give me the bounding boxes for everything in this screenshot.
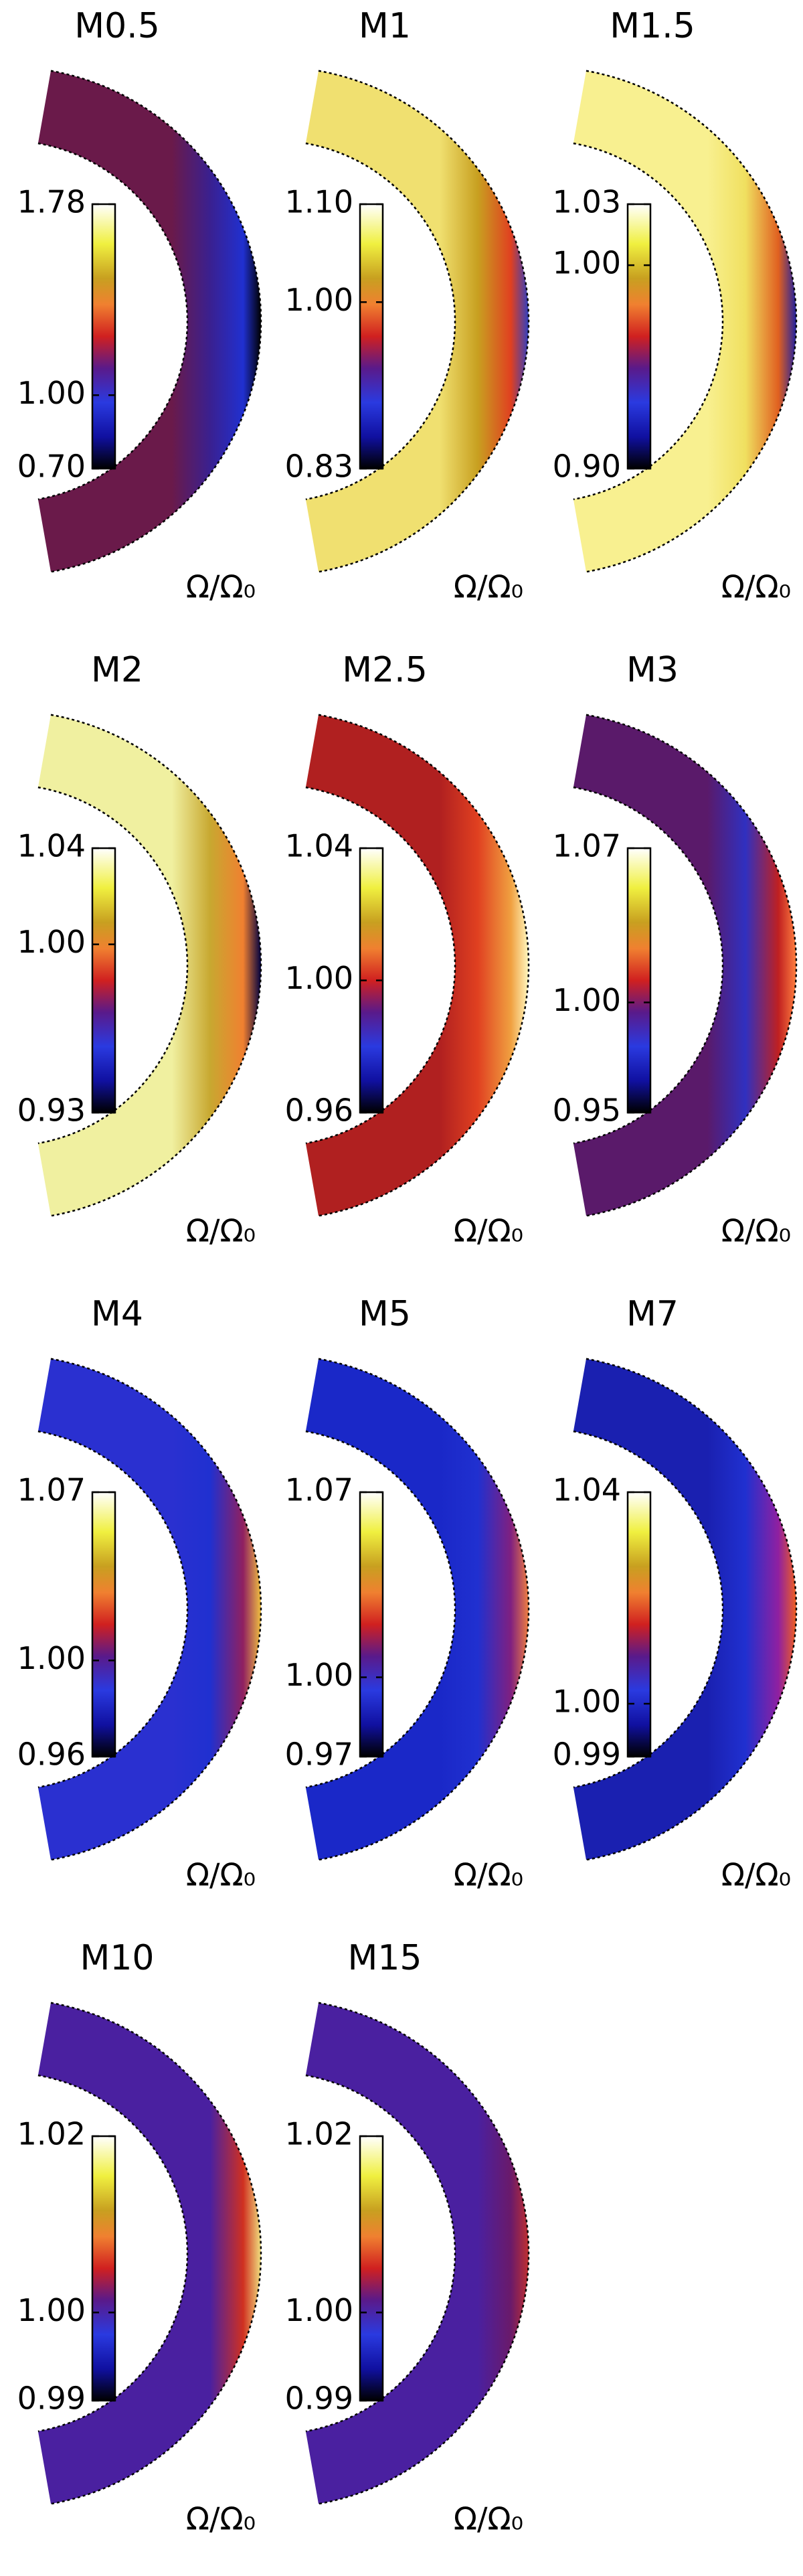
panel-title: M10 (80, 1938, 154, 1978)
inner-boundary (573, 786, 724, 1145)
rotation-field (37, 714, 261, 1216)
colorbar-tick-label: 0.70 (17, 449, 86, 485)
colorbar-label: Ω/Ω₀ (721, 1213, 791, 1249)
colorbar-tick-label: 1.04 (285, 828, 353, 864)
colorbar-label: Ω/Ω₀ (186, 1857, 256, 1893)
rotation-field (37, 70, 262, 572)
colorbar (91, 203, 116, 470)
inner-boundary (37, 142, 189, 501)
rotation-field (305, 1358, 529, 1860)
colorbar-tick-label: 1.00 (285, 1657, 353, 1693)
colorbar-tick-label: 1.00 (17, 924, 86, 960)
inner-boundary (573, 1430, 724, 1789)
colorbar-tick-label: 1.00 (17, 2292, 86, 2328)
colorbar (91, 2135, 116, 2402)
colorbar-label: Ω/Ω₀ (186, 569, 256, 605)
colorbar (626, 1491, 652, 1758)
colorbar-tick-label: 0.96 (285, 1093, 353, 1129)
inner-boundary (305, 2074, 456, 2433)
outer-boundary (586, 1358, 798, 1861)
colorbar-tick-label: 1.00 (553, 245, 621, 281)
rotation-field (573, 70, 797, 572)
inner-boundary (37, 786, 189, 1145)
colorbar-tick-label: 0.99 (553, 1737, 621, 1773)
rotation-field (305, 70, 529, 572)
colorbar-label: Ω/Ω₀ (721, 1857, 791, 1893)
colorbar-tick-label: 0.95 (553, 1093, 621, 1129)
colorbar-tick-label: 1.02 (285, 2116, 353, 2152)
colorbar-tick-label: 1.02 (17, 2116, 86, 2152)
colorbar-label: Ω/Ω₀ (186, 2501, 256, 2537)
inner-boundary (305, 1430, 456, 1789)
rotation-field (37, 2002, 262, 2504)
outer-boundary (318, 714, 530, 1217)
colorbar-tick-label: 0.97 (285, 1737, 353, 1773)
panel-title: M15 (347, 1938, 422, 1978)
panel-title: M1.5 (610, 6, 695, 46)
panel-title: M7 (626, 1294, 679, 1334)
inner-boundary (573, 142, 724, 501)
colorbar-tick-label: 1.00 (17, 375, 86, 411)
panel-title: M1 (359, 6, 411, 46)
outer-boundary (318, 1358, 530, 1861)
inner-boundary (305, 786, 456, 1145)
colorbar (91, 1491, 116, 1758)
outer-boundary (586, 70, 798, 573)
inner-boundary (37, 2074, 189, 2433)
colorbar-tick-label: 0.99 (285, 2381, 353, 2417)
panel-title: M4 (91, 1294, 143, 1334)
colorbar-tick-label: 1.00 (553, 1684, 621, 1720)
colorbar-tick-label: 1.78 (17, 184, 86, 220)
rotation-field (37, 1358, 262, 1860)
colorbar-label: Ω/Ω₀ (454, 2501, 523, 2537)
colorbar-tick-label: 1.00 (285, 960, 353, 996)
panel-title: M2.5 (342, 650, 428, 690)
colorbar (359, 1491, 384, 1758)
colorbar (359, 2135, 384, 2402)
colorbar-tick-label: 0.99 (17, 2381, 86, 2417)
colorbar-tick-label: 1.00 (553, 982, 621, 1018)
inner-boundary (37, 1430, 189, 1789)
outer-boundary (50, 2002, 262, 2505)
panel-title: M3 (626, 650, 679, 690)
colorbar-label: Ω/Ω₀ (186, 1213, 256, 1249)
colorbar-label: Ω/Ω₀ (454, 569, 523, 605)
colorbar (626, 847, 652, 1114)
colorbar-label: Ω/Ω₀ (721, 569, 791, 605)
colorbar-tick-label: 1.10 (285, 184, 353, 220)
colorbar-tick-label: 1.07 (17, 1472, 86, 1508)
rotation-field (573, 714, 797, 1216)
colorbar-tick-label: 0.90 (553, 449, 621, 485)
colorbar-tick-label: 1.04 (17, 828, 86, 864)
inner-boundary (305, 142, 456, 501)
outer-boundary (50, 714, 262, 1217)
rotation-field (305, 2002, 529, 2504)
colorbar-label: Ω/Ω₀ (454, 1857, 523, 1893)
colorbar-tick-label: 1.03 (553, 184, 621, 220)
outer-boundary (50, 1358, 262, 1861)
colorbar-label: Ω/Ω₀ (454, 1213, 523, 1249)
panel-title: M5 (359, 1294, 411, 1334)
panel-title: M0.5 (74, 6, 160, 46)
colorbar-tick-label: 1.04 (553, 1472, 621, 1508)
colorbar-tick-label: 0.96 (17, 1737, 86, 1773)
colorbar (626, 203, 652, 470)
colorbar-tick-label: 1.00 (17, 1640, 86, 1676)
colorbar-tick-label: 0.83 (285, 449, 353, 485)
outer-boundary (586, 714, 798, 1217)
colorbar-tick-label: 1.07 (285, 1472, 353, 1508)
colorbar-tick-label: 0.93 (17, 1093, 86, 1129)
colorbar-tick-label: 1.00 (285, 282, 353, 318)
panel-title: M2 (91, 650, 143, 690)
colorbar-tick-label: 1.07 (553, 828, 621, 864)
outer-boundary (318, 2002, 530, 2505)
rotation-field (573, 1358, 797, 1860)
colorbar-tick-label: 1.00 (285, 2292, 353, 2328)
rotation-field (305, 714, 529, 1216)
colorbar (91, 847, 116, 1114)
outer-boundary (318, 70, 530, 573)
colorbar (359, 203, 384, 470)
outer-boundary (50, 70, 262, 573)
